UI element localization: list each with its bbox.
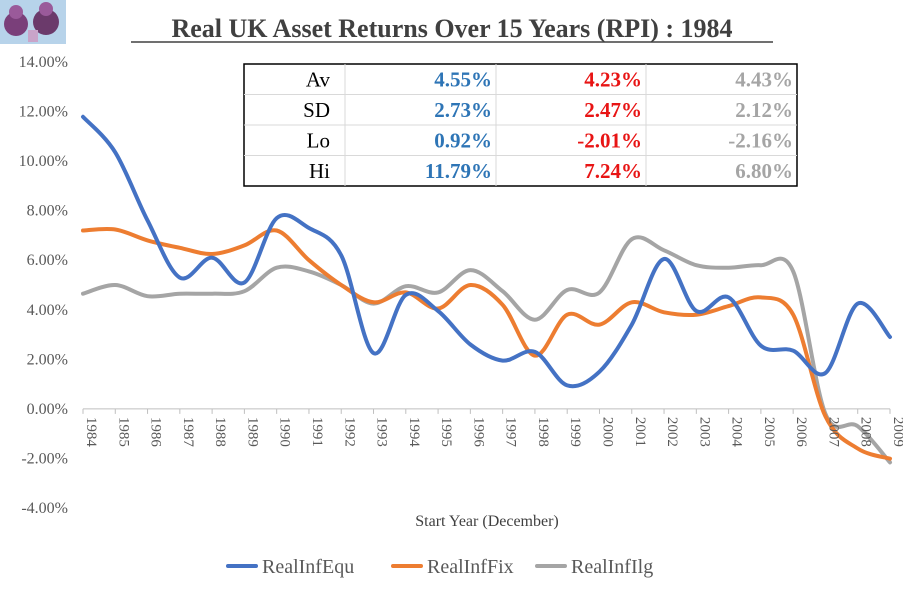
legend-label-RealInfEqu: RealInfEqu: [262, 556, 354, 578]
x-tick-label: 1990: [277, 417, 293, 447]
x-tick-label: 2001: [632, 417, 648, 447]
x-axis-ticks: 1984 1985 1986 1987 1988 1989 1990 1991 1992 1993…: [83, 417, 903, 448]
stats-row-label: Lo: [307, 128, 330, 152]
stats-row-label: SD: [303, 98, 330, 122]
stats-value-RealInfIlg: 2.12%: [735, 98, 793, 122]
x-tick-label: 1989: [244, 417, 260, 447]
stats-value-RealInfEqu: 4.55%: [434, 67, 492, 91]
y-tick-label: 4.00%: [27, 302, 68, 319]
x-tick-label: 1994: [406, 417, 422, 448]
x-tick-label: 1993: [374, 417, 390, 447]
series-lines: [81, 114, 892, 465]
stats-value-RealInfIlg: 6.80%: [735, 159, 793, 183]
series-line-RealInfIlg: [81, 235, 892, 465]
stats-value-RealInfEqu: 11.79%: [425, 159, 492, 183]
x-tick-label: 1996: [470, 417, 486, 448]
stats-value-RealInfFix: -2.01%: [577, 128, 642, 152]
x-tick-label: 2007: [825, 417, 841, 448]
x-tick-label: 2009: [890, 417, 903, 447]
stats-value-RealInfEqu: 2.73%: [434, 98, 492, 122]
x-tick-label: 2002: [664, 417, 680, 447]
y-tick-label: 12.00%: [19, 104, 68, 121]
y-tick-label: -4.00%: [21, 500, 68, 517]
legend-label-RealInfFix: RealInfFix: [427, 556, 514, 578]
y-tick-label: 6.00%: [27, 252, 68, 269]
x-tick-label: 1985: [115, 417, 131, 447]
x-axis-title: Start Year (December): [415, 513, 559, 530]
stats-value-RealInfIlg: 4.43%: [735, 67, 793, 91]
stats-value-RealInfEqu: 0.92%: [434, 128, 492, 152]
stats-value-RealInfIlg: -2.16%: [728, 128, 793, 152]
x-tick-label: 1984: [83, 417, 99, 448]
x-tick-label: 1997: [503, 417, 519, 448]
series-line-RealInfEqu: [81, 114, 892, 389]
stats-value-RealInfFix: 2.47%: [584, 98, 642, 122]
y-tick-label: -2.00%: [21, 450, 68, 467]
y-tick-label: 2.00%: [27, 351, 68, 368]
y-tick-label: 14.00%: [19, 54, 68, 71]
stats-row-label: Hi: [309, 159, 330, 183]
x-tick-label: 1991: [309, 417, 325, 447]
x-tick-label: 2004: [729, 417, 745, 448]
x-tick-label: 2008: [858, 417, 874, 447]
series-line-RealInfFix: [81, 226, 892, 461]
y-tick-label: 0.00%: [27, 401, 68, 418]
x-tick-label: 1986: [148, 417, 164, 448]
x-tick-label: 1998: [535, 417, 551, 447]
stats-value-RealInfFix: 7.24%: [584, 159, 642, 183]
x-axis-tickmarks: [82, 408, 891, 414]
stats-value-RealInfFix: 4.23%: [584, 67, 642, 91]
x-tick-label: 1992: [341, 417, 357, 447]
x-tick-label: 1995: [438, 417, 454, 447]
y-tick-label: 10.00%: [19, 153, 68, 170]
stats-table: Av 4.55% 4.23% 4.43% SD 2.73% 2.47% 2.12% Lo 0.92…: [243, 63, 798, 187]
chart-title: Real UK Asset Returns Over 15 Years (RPI…: [171, 14, 732, 43]
x-tick-label: 1988: [212, 417, 228, 447]
legend: RealInfEqu RealInfFix RealInfIlg: [226, 556, 653, 578]
x-tick-label: 1987: [180, 417, 196, 448]
legend-label-RealInfIlg: RealInfIlg: [571, 556, 653, 578]
cartoon-characters-logo: [0, 0, 66, 44]
y-axis-ticks: 14.00% 12.00% 10.00% 8.00% 6.00% 4.00% 2.00% 0.…: [19, 54, 68, 517]
x-tick-label: 2006: [793, 417, 809, 448]
x-tick-label: 2005: [761, 417, 777, 447]
x-tick-label: 2003: [696, 417, 712, 447]
y-tick-label: 8.00%: [27, 203, 68, 220]
stats-row-label: Av: [306, 67, 331, 91]
x-tick-label: 2000: [599, 417, 615, 447]
x-tick-label: 1999: [567, 417, 583, 447]
